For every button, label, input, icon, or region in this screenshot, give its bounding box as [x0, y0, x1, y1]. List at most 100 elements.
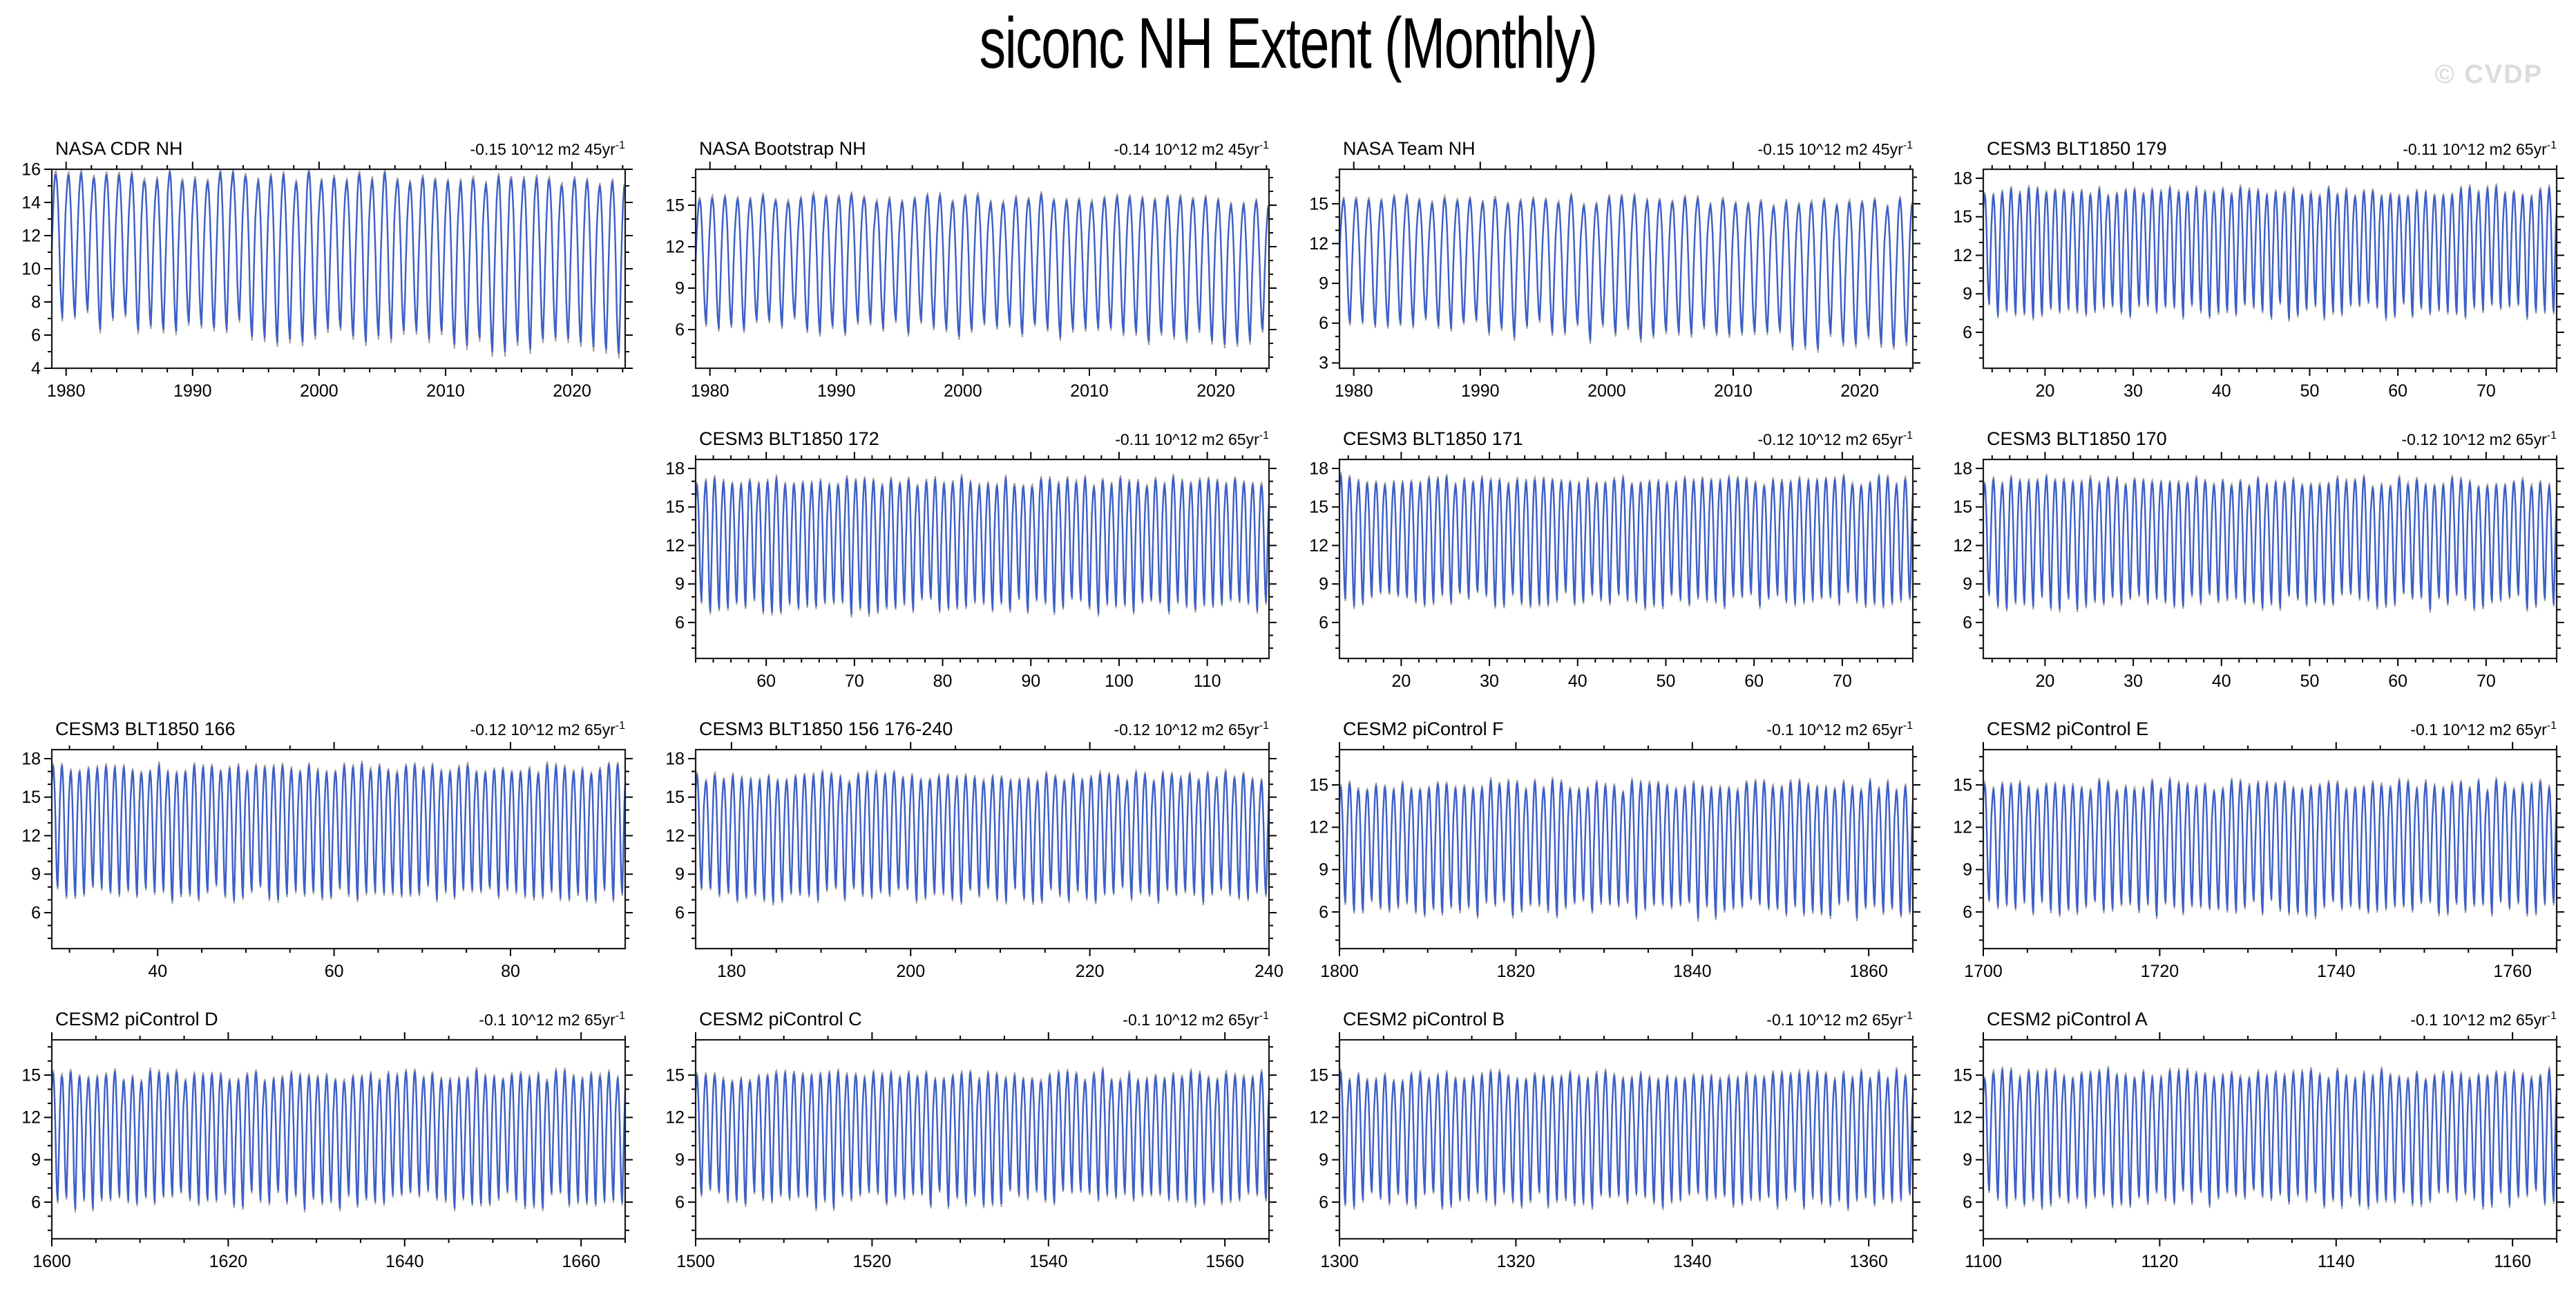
- svg-text:6: 6: [675, 903, 685, 922]
- svg-text:2020: 2020: [553, 381, 591, 401]
- svg-text:40: 40: [1568, 672, 1587, 691]
- svg-text:1320: 1320: [1497, 1252, 1536, 1271]
- svg-text:18: 18: [665, 749, 685, 768]
- x-axis-labels: 60 70 80 90 100 110: [756, 672, 1221, 691]
- panel-cesm2-picontrol-c: CESM2 piControl C -0.1 10^12 m2 65yr-1 150…: [644, 995, 1288, 1285]
- svg-text:1160: 1160: [2494, 1252, 2532, 1271]
- svg-text:6: 6: [1963, 1193, 1973, 1212]
- panel-title: CESM3 BLT1850 156 176-240: [699, 719, 953, 739]
- panel-title: NASA CDR NH: [55, 138, 183, 159]
- svg-text:80: 80: [933, 672, 953, 691]
- svg-text:15: 15: [665, 497, 685, 517]
- x-axis-labels: 20 30 40 50 60 70: [2036, 672, 2496, 691]
- y-axis-labels: 3 6 9 12 15: [1310, 194, 1329, 372]
- data-series: [694, 1069, 1270, 1209]
- data-series: [694, 193, 1269, 345]
- trend-label: -0.1 10^12 m2 65yr-1: [2411, 720, 2557, 739]
- svg-text:16: 16: [21, 160, 41, 179]
- svg-text:2020: 2020: [1841, 381, 1880, 401]
- svg-text:6: 6: [1319, 902, 1328, 922]
- svg-text:18: 18: [665, 459, 685, 478]
- panel-title: CESM2 piControl D: [55, 1009, 218, 1029]
- trend-label: -0.1 10^12 m2 65yr-1: [1767, 720, 1914, 739]
- panel-title: CESM3 BLT1850 171: [1343, 428, 1523, 449]
- svg-text:12: 12: [21, 226, 41, 245]
- panel-svg: CESM2 piControl B -0.1 10^12 m2 65yr-1 130…: [1310, 1009, 1921, 1271]
- x-axis-labels: 180 200 220 240: [717, 962, 1284, 981]
- trend-label: -0.1 10^12 m2 65yr-1: [1123, 1010, 1269, 1029]
- y-axis-labels: 6 9 12 15 18: [1310, 459, 1329, 632]
- panel-cesm3-blt1850-179: CESM3 BLT1850 179 -0.11 10^12 m2 65yr-1 20…: [1932, 124, 2576, 415]
- svg-text:1700: 1700: [1965, 962, 2003, 981]
- svg-text:8: 8: [31, 292, 41, 312]
- svg-text:50: 50: [1657, 672, 1676, 691]
- svg-text:1980: 1980: [691, 381, 729, 401]
- panel-svg: CESM3 BLT1850 179 -0.11 10^12 m2 65yr-1 20…: [1954, 138, 2565, 401]
- svg-text:80: 80: [501, 962, 520, 981]
- plot-box: [1983, 748, 2558, 950]
- cvdp-watermark: © CVDP: [2434, 61, 2543, 90]
- panel-title: CESM2 piControl C: [699, 1009, 862, 1029]
- svg-text:2010: 2010: [426, 381, 465, 401]
- data-series: [1983, 1068, 2558, 1208]
- svg-text:15: 15: [665, 788, 685, 807]
- page-title: siconc NH Extent (Monthly): [979, 4, 1598, 84]
- svg-text:220: 220: [1076, 962, 1105, 981]
- data-series: [1983, 475, 2558, 610]
- trend-label: -0.1 10^12 m2 65yr-1: [479, 1010, 625, 1029]
- plot-box: [1339, 168, 1914, 370]
- y-axis-labels: 6 9 12 15 18: [665, 749, 685, 922]
- svg-text:9: 9: [1319, 1150, 1328, 1170]
- svg-text:60: 60: [325, 962, 344, 981]
- panel-svg: CESM2 piControl A -0.1 10^12 m2 65yr-1 110…: [1954, 1009, 2565, 1271]
- svg-text:60: 60: [2389, 381, 2408, 401]
- plot-box: [50, 1038, 627, 1240]
- svg-text:1620: 1620: [209, 1252, 248, 1271]
- trend-label: -0.12 10^12 m2 65yr-1: [1758, 430, 1914, 448]
- svg-text:100: 100: [1105, 672, 1134, 691]
- svg-text:6: 6: [675, 320, 685, 339]
- axis-ticks: [44, 162, 633, 376]
- plot-box: [695, 168, 1270, 370]
- y-axis-labels: 6 9 12 15 18: [665, 459, 685, 632]
- svg-text:9: 9: [675, 1150, 685, 1170]
- y-axis-labels: 6 9 12 15: [665, 196, 685, 339]
- svg-text:40: 40: [2212, 672, 2231, 691]
- svg-text:12: 12: [1954, 1108, 1973, 1128]
- svg-text:1990: 1990: [173, 381, 212, 401]
- panel-svg: CESM3 BLT1850 166 -0.12 10^12 m2 65yr-1 40…: [21, 719, 633, 981]
- svg-text:20: 20: [1392, 672, 1411, 691]
- svg-text:70: 70: [1833, 672, 1852, 691]
- panel-nasa-bootstrap-nh: NASA Bootstrap NH -0.14 10^12 m2 45yr-1 19…: [644, 124, 1288, 415]
- panel-title: CESM2 piControl B: [1343, 1009, 1505, 1029]
- svg-text:12: 12: [1310, 818, 1329, 837]
- svg-text:2000: 2000: [1587, 381, 1626, 401]
- trend-label: -0.1 10^12 m2 65yr-1: [1767, 1010, 1914, 1029]
- svg-text:9: 9: [1319, 860, 1328, 880]
- panel-svg: NASA Bootstrap NH -0.14 10^12 m2 45yr-1 19…: [665, 138, 1277, 401]
- svg-text:15: 15: [1310, 194, 1329, 213]
- svg-text:6: 6: [31, 903, 41, 922]
- panel-title: CESM2 piControl F: [1343, 719, 1504, 739]
- svg-text:9: 9: [675, 575, 685, 594]
- svg-text:1980: 1980: [47, 381, 86, 401]
- panel-title: NASA Team NH: [1343, 138, 1476, 159]
- svg-text:12: 12: [1954, 536, 1973, 555]
- svg-text:70: 70: [2477, 672, 2497, 691]
- panel-title: CESM2 piControl A: [1987, 1009, 2148, 1029]
- svg-text:10: 10: [21, 259, 41, 278]
- svg-text:6: 6: [31, 325, 41, 345]
- svg-text:1990: 1990: [1461, 381, 1500, 401]
- panel-svg: CESM3 BLT1850 156 176-240 -0.12 10^12 m2 …: [665, 719, 1284, 981]
- svg-text:6: 6: [1963, 613, 1973, 632]
- panel-cesm2-picontrol-d: CESM2 piControl D -0.1 10^12 m2 65yr-1 160…: [0, 995, 644, 1285]
- svg-text:9: 9: [31, 1150, 41, 1170]
- y-axis-labels: 4 6 8 10 12 14 16: [21, 160, 41, 378]
- svg-text:30: 30: [2124, 672, 2144, 691]
- x-axis-labels: 1980 1990 2000 2010 2020: [1335, 381, 1879, 401]
- y-axis-labels: 6 9 12 15 18: [1954, 169, 1973, 342]
- y-axis-labels: 6 9 12 15: [1954, 1065, 1973, 1212]
- svg-text:15: 15: [1954, 1065, 1973, 1085]
- data-series: [1983, 185, 2558, 319]
- svg-text:18: 18: [1310, 459, 1329, 478]
